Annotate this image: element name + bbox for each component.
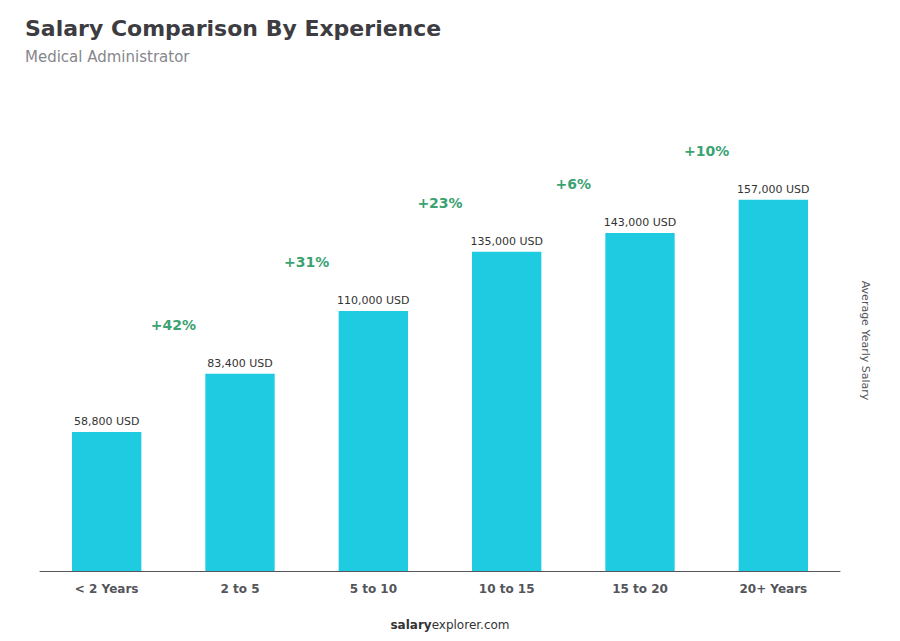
svg-text:110,000 USD: 110,000 USD: [337, 294, 410, 307]
svg-text:143,000 USD: 143,000 USD: [604, 216, 677, 229]
svg-text:+10%: +10%: [684, 143, 729, 159]
svg-text:5 to 10: 5 to 10: [350, 582, 397, 596]
svg-text:10 to 15: 10 to 15: [479, 582, 535, 596]
svg-text:135,000 USD: 135,000 USD: [470, 235, 543, 248]
svg-text:+42%: +42%: [151, 317, 196, 333]
svg-text:15 to 20: 15 to 20: [612, 582, 668, 596]
svg-text:+6%: +6%: [556, 176, 592, 192]
svg-text:explorer.com: explorer.com: [432, 618, 510, 632]
svg-text:+31%: +31%: [284, 254, 329, 270]
svg-text:Average Yearly Salary: Average Yearly Salary: [859, 281, 872, 401]
svg-text:salary: salary: [390, 618, 431, 632]
svg-text:Salary Comparison By Experienc: Salary Comparison By Experience: [25, 16, 441, 41]
svg-text:2 to 5: 2 to 5: [220, 582, 259, 596]
svg-text:157,000 USD: 157,000 USD: [737, 183, 810, 196]
svg-text:83,400 USD: 83,400 USD: [207, 357, 273, 370]
svg-text:20+ Years: 20+ Years: [739, 582, 807, 596]
svg-text:58,800 USD: 58,800 USD: [74, 415, 140, 428]
svg-text:< 2 Years: < 2 Years: [75, 582, 139, 596]
svg-text:Medical Administrator: Medical Administrator: [25, 48, 190, 66]
svg-text:+23%: +23%: [417, 195, 462, 211]
